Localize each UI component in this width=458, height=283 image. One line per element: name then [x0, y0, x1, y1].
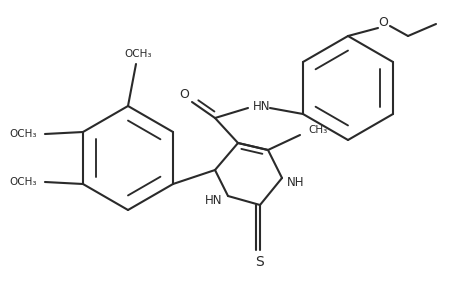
Text: HN: HN: [253, 100, 271, 113]
Text: NH: NH: [287, 175, 305, 188]
Text: CH₃: CH₃: [308, 125, 327, 135]
Text: O: O: [378, 16, 388, 29]
Text: OCH₃: OCH₃: [124, 49, 152, 59]
Text: O: O: [179, 87, 189, 100]
Text: S: S: [256, 255, 264, 269]
Text: HN: HN: [205, 194, 223, 207]
Text: OCH₃: OCH₃: [9, 177, 37, 187]
Text: OCH₃: OCH₃: [9, 129, 37, 139]
